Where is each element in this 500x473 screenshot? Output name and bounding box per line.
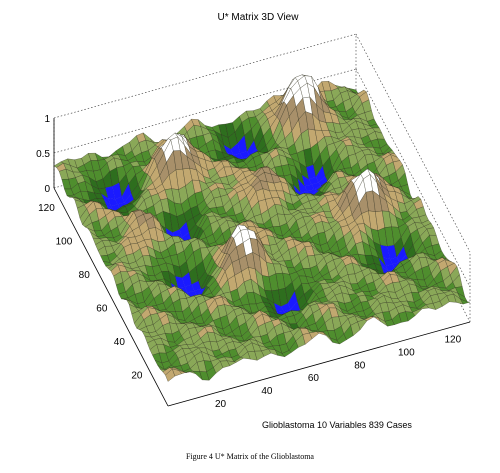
y-tick-label: 80 bbox=[79, 270, 91, 281]
y-tick-label: 120 bbox=[38, 203, 55, 214]
dataset-annotation: Glioblastoma 10 Variables 839 Cases bbox=[262, 420, 412, 430]
y-tick-label: 100 bbox=[56, 236, 73, 247]
surface-patch bbox=[460, 298, 471, 305]
tick-labels: 20 40 60 80 100 120 20 40 60 80 100 120 0 0.5 1 bbox=[36, 114, 461, 410]
z-tick-label: 0 bbox=[44, 184, 50, 195]
grid-line bbox=[355, 33, 471, 253]
z-tick-label: 0.5 bbox=[36, 149, 50, 160]
surface-plot bbox=[53, 74, 471, 382]
y-tick-label: 20 bbox=[131, 371, 143, 382]
grid-line bbox=[355, 68, 471, 288]
x-tick-label: 120 bbox=[444, 335, 461, 346]
x-tick-label: 40 bbox=[261, 386, 273, 397]
z-tick-label: 1 bbox=[44, 114, 50, 125]
axis-line bbox=[53, 187, 169, 407]
axis-line bbox=[167, 321, 471, 407]
x-tick-label: 20 bbox=[215, 399, 227, 410]
x-tick-label: 60 bbox=[308, 373, 320, 384]
x-tick-label: 80 bbox=[354, 360, 366, 371]
y-tick-label: 40 bbox=[114, 337, 126, 348]
x-tick-label: 100 bbox=[398, 347, 415, 358]
y-tick-label: 60 bbox=[96, 303, 108, 314]
chart-title: U* Matrix 3D View bbox=[218, 12, 300, 23]
figure-caption: Figure 4 U* Matrix of the Glioblastoma bbox=[186, 452, 314, 461]
